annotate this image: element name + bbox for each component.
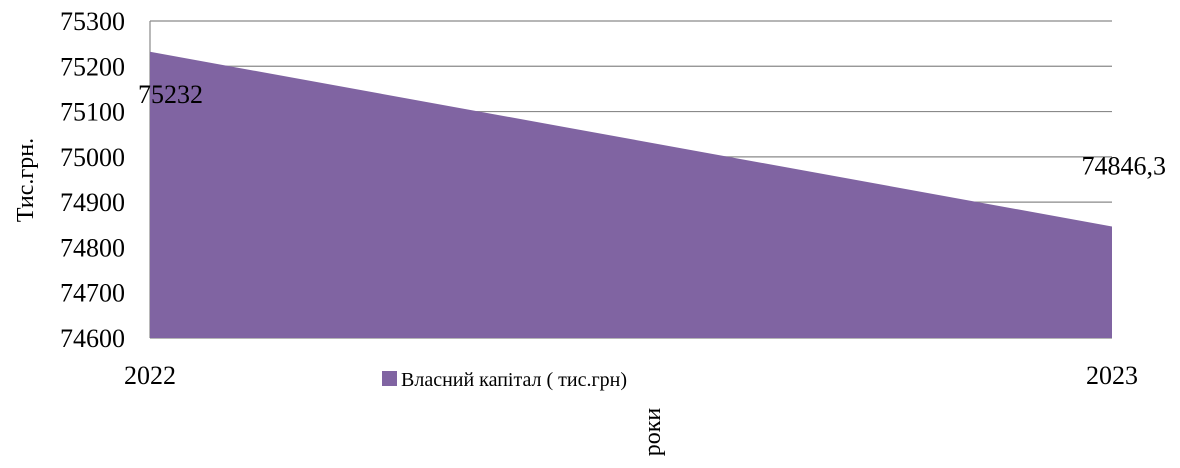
y-tick-label: 74600 [60, 324, 125, 353]
legend-swatch [382, 371, 397, 386]
x-axis-title: роки [640, 408, 666, 457]
data-label: 75232 [138, 80, 203, 109]
y-tick-label: 75300 [60, 7, 125, 36]
data-labels: 75232 74846,3 [138, 80, 1166, 181]
y-tick-label: 74700 [60, 279, 125, 308]
data-label: 74846,3 [1082, 151, 1167, 180]
y-tick-label: 74800 [60, 233, 125, 262]
y-axis-title: Тис.грн. [13, 138, 39, 222]
y-tick-label: 75200 [60, 52, 125, 81]
plot-area [150, 51, 1112, 339]
legend-label: Власний капітал ( тис.грн) [401, 369, 627, 391]
y-tick-label: 75000 [60, 143, 125, 172]
x-tick-label: 2023 [1086, 361, 1138, 390]
y-axis-ticks: 74600 74700 74800 74900 75000 75100 75200 75300 [60, 7, 125, 353]
y-tick-label: 74900 [60, 188, 125, 217]
area-series [150, 51, 1112, 339]
x-tick-label: 2022 [124, 361, 176, 390]
legend: Власний капітал ( тис.грн) [382, 369, 627, 391]
x-axis-ticks: 2022 2023 [124, 361, 1138, 390]
y-tick-label: 75100 [60, 98, 125, 127]
